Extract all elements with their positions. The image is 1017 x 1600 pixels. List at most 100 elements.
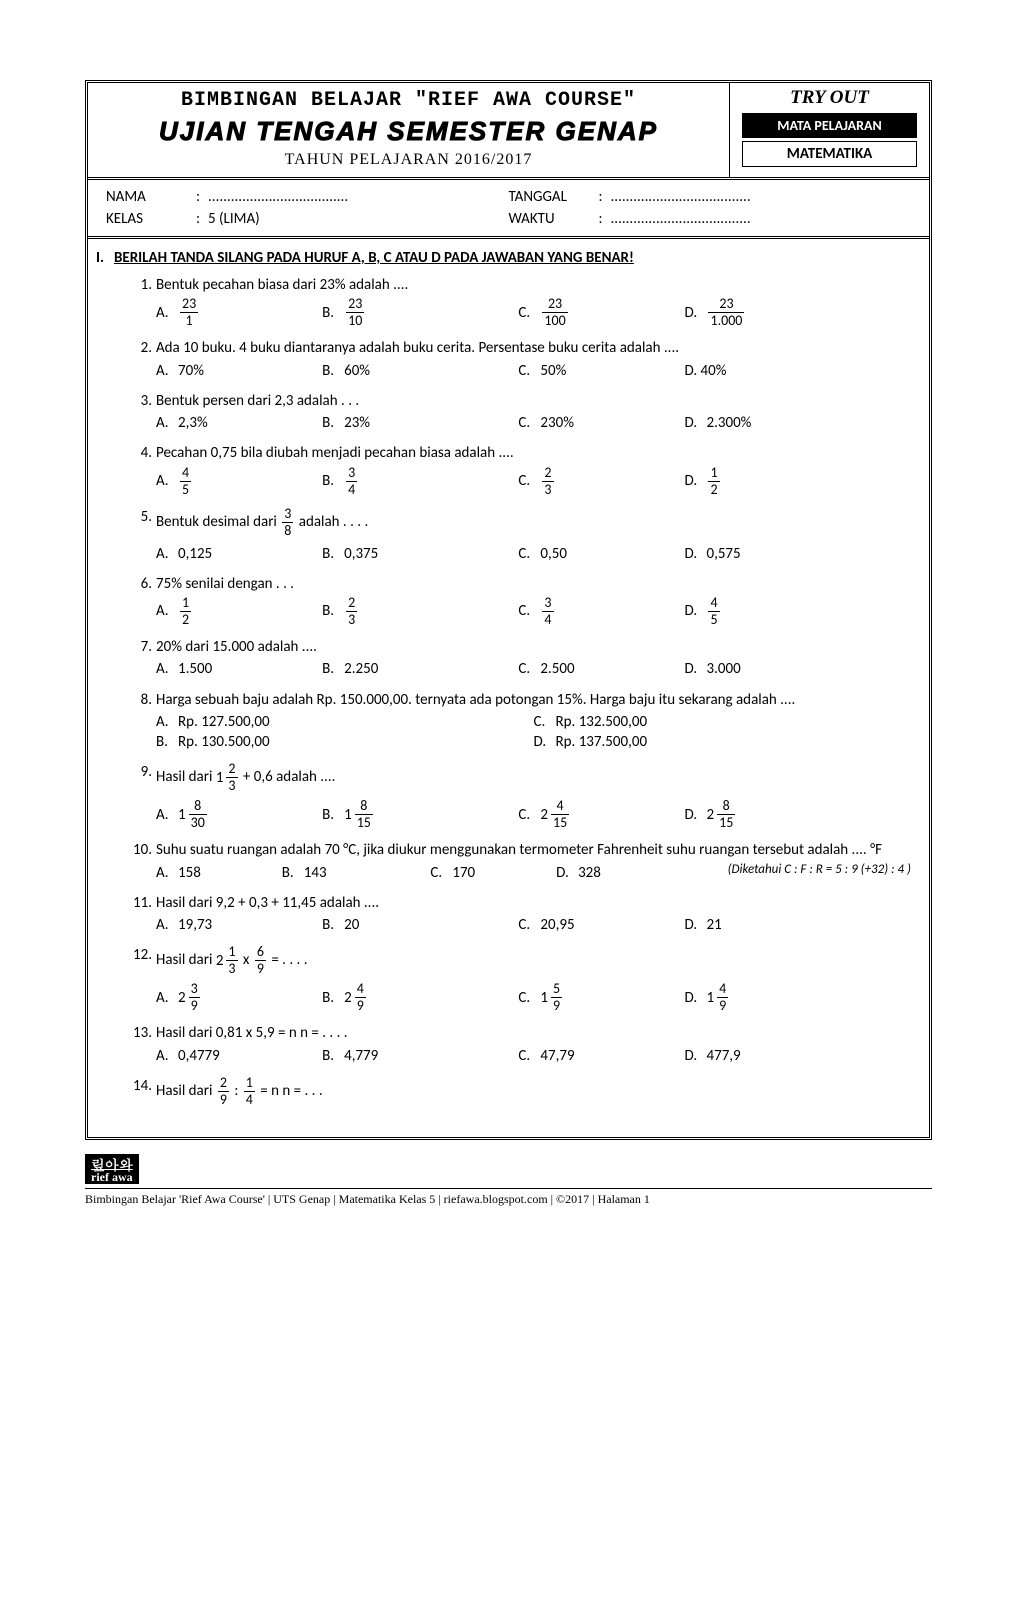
q8-options: A.Rp. 127.500,00 C.Rp. 132.500,00 B.Rp. … <box>156 712 911 753</box>
question-5: 5. Bentuk desimal dari 38 adalah . . . .… <box>156 507 911 564</box>
school-year: TAHUN PELAJARAN 2016/2017 <box>98 151 719 169</box>
content-area: I. BERILAH TANDA SILANG PADA HURUF A, B,… <box>88 239 929 1137</box>
question-3: 3. Bentuk persen dari 2,3 adalah . . . A… <box>156 391 911 434</box>
q10-note: (Diketahui C : F : R = 5 : 9 (+32) : 4 ) <box>728 861 911 879</box>
q8-opt-a[interactable]: A.Rp. 127.500,00 <box>156 712 534 732</box>
q10-opt-c[interactable]: C.170 <box>430 863 556 883</box>
kelas-label: KELAS <box>106 210 196 228</box>
q10-opt-a[interactable]: A.158 <box>156 863 282 883</box>
q8-opt-c[interactable]: C.Rp. 132.500,00 <box>534 712 912 732</box>
q11-opt-a[interactable]: A.19,73 <box>156 915 322 935</box>
waktu-value: ..................................... <box>611 210 751 228</box>
tryout-label: TRY OUT <box>736 87 923 109</box>
question-2: 2. Ada 10 buku. 4 buku diantaranya adala… <box>156 338 911 381</box>
q13-opt-a[interactable]: A.0,4779 <box>156 1046 322 1066</box>
q7-opt-d[interactable]: D.3.000 <box>684 659 911 679</box>
q9-opt-b[interactable]: B.1815 <box>322 799 518 830</box>
q8-opt-b[interactable]: B.Rp. 130.500,00 <box>156 732 534 752</box>
question-6: 6. 75% senilai dengan . . . A.12 B.23 C.… <box>156 574 911 627</box>
q1-text: Bentuk pecahan biasa dari 23% adalah ...… <box>156 275 911 295</box>
q6-opt-c[interactable]: C.34 <box>518 596 684 627</box>
q5-opt-a[interactable]: A.0,125 <box>156 544 322 564</box>
q4-opt-b[interactable]: B.34 <box>322 466 518 497</box>
question-8: 8. Harga sebuah baju adalah Rp. 150.000,… <box>156 690 911 753</box>
q14-text: Hasil dari 29 : 14 = n n = . . . <box>156 1076 911 1107</box>
q11-opt-b[interactable]: B.20 <box>322 915 518 935</box>
q9-opt-d[interactable]: D.2815 <box>684 799 911 830</box>
header-left: BIMBINGAN BELAJAR "RIEF AWA COURSE" UJIA… <box>88 83 729 177</box>
q4-options: A.45 B.34 C.23 D.12 <box>156 466 911 497</box>
q5-opt-c[interactable]: C.0,50 <box>518 544 684 564</box>
q9-opt-c[interactable]: C.2415 <box>518 799 684 830</box>
q1-opt-b[interactable]: B.2310 <box>322 297 518 328</box>
q4-opt-d[interactable]: D.12 <box>684 466 911 497</box>
q11-opt-d[interactable]: D.21 <box>684 915 911 935</box>
q12-opt-c[interactable]: C.159 <box>518 982 684 1013</box>
tanggal-label: TANGGAL <box>509 188 599 206</box>
q4-opt-c[interactable]: C.23 <box>518 466 684 497</box>
q13-text: Hasil dari 0,81 x 5,9 = n n = . . . . <box>156 1023 911 1043</box>
q2-opt-a[interactable]: A.70% <box>156 361 322 381</box>
q13-options: A.0,4779 B.4,779 C.47,79 D.477,9 <box>156 1046 911 1066</box>
q7-opt-b[interactable]: B.2.250 <box>322 659 518 679</box>
q11-options: A.19,73 B.20 C.20,95 D.21 <box>156 915 911 935</box>
q3-opt-b[interactable]: B.23% <box>322 413 518 433</box>
q13-opt-b[interactable]: B.4,779 <box>322 1046 518 1066</box>
q7-opt-c[interactable]: C.2.500 <box>518 659 684 679</box>
q6-text: 75% senilai dengan . . . <box>156 574 911 594</box>
q3-opt-c[interactable]: C.230% <box>518 413 684 433</box>
q5-opt-b[interactable]: B.0,375 <box>322 544 518 564</box>
tanggal-value: ..................................... <box>611 188 751 206</box>
q12-opt-b[interactable]: B.249 <box>322 982 518 1013</box>
q9-opt-a[interactable]: A.1830 <box>156 799 322 830</box>
q1-opt-d[interactable]: D.231.000 <box>684 297 911 328</box>
course-name: BIMBINGAN BELAJAR "RIEF AWA COURSE" <box>98 89 719 112</box>
question-12: 12. Hasil dari 213 x 69 = . . . . A.239 … <box>156 945 911 1013</box>
q10-options: A.158 B.143 C.170 D.328 <box>156 863 728 883</box>
question-14: 14. Hasil dari 29 : 14 = n n = . . . <box>156 1076 911 1107</box>
q7-opt-a[interactable]: A.1.500 <box>156 659 322 679</box>
q5-opt-d[interactable]: D.0,575 <box>684 544 911 564</box>
logo-latin: rief awa <box>91 1171 133 1183</box>
q4-text: Pecahan 0,75 bila diubah menjadi pecahan… <box>156 443 911 463</box>
kelas-value: 5 (LIMA) <box>208 210 260 228</box>
q2-opt-c[interactable]: C.50% <box>518 361 684 381</box>
q8-opt-d[interactable]: D.Rp. 137.500,00 <box>534 732 912 752</box>
q1-opt-c[interactable]: C.23100 <box>518 297 684 328</box>
q10-opt-d[interactable]: D.328 <box>556 863 727 883</box>
nama-label: NAMA <box>106 188 196 206</box>
q2-opt-d[interactable]: D.40% <box>684 361 911 381</box>
q3-opt-d[interactable]: D.2.300% <box>684 413 911 433</box>
question-4: 4. Pecahan 0,75 bila diubah menjadi peca… <box>156 443 911 496</box>
nama-value: ..................................... <box>208 188 348 206</box>
q5-options: A.0,125 B.0,375 C.0,50 D.0,575 <box>156 544 911 564</box>
info-row: NAMA : .................................… <box>88 180 929 239</box>
q11-opt-c[interactable]: C.20,95 <box>518 915 684 935</box>
q13-opt-d[interactable]: D.477,9 <box>684 1046 911 1066</box>
instruction-text: BERILAH TANDA SILANG PADA HURUF A, B, C … <box>114 249 634 267</box>
q12-opt-d[interactable]: D.149 <box>684 982 911 1013</box>
section-number: I. <box>96 249 114 275</box>
q1-opt-a[interactable]: A.231 <box>156 297 322 328</box>
question-10: 10. Suhu suatu ruangan adalah 70 °C, jik… <box>156 840 911 883</box>
q1-options: A.231 B.2310 C.23100 D.231.000 <box>156 297 911 328</box>
question-11: 11. Hasil dari 9,2 + 0,3 + 11,45 adalah … <box>156 893 911 936</box>
q6-opt-d[interactable]: D.45 <box>684 596 911 627</box>
q3-opt-a[interactable]: A.2,3% <box>156 413 322 433</box>
q10-opt-b[interactable]: B.143 <box>282 863 431 883</box>
q2-opt-b[interactable]: B.60% <box>322 361 518 381</box>
q3-text: Bentuk persen dari 2,3 adalah . . . <box>156 391 911 411</box>
q4-opt-a[interactable]: A.45 <box>156 466 322 497</box>
q2-options: A.70% B.60% C.50% D.40% <box>156 361 911 381</box>
q8-text: Harga sebuah baju adalah Rp. 150.000,00.… <box>156 690 911 710</box>
q6-opt-a[interactable]: A.12 <box>156 596 322 627</box>
q2-text: Ada 10 buku. 4 buku diantaranya adalah b… <box>156 338 911 358</box>
subject-label-box: MATA PELAJARAN <box>742 113 917 138</box>
q5-text: Bentuk desimal dari 38 adalah . . . . <box>156 507 911 538</box>
page-frame: BIMBINGAN BELAJAR "RIEF AWA COURSE" UJIA… <box>85 80 932 1140</box>
q6-opt-b[interactable]: B.23 <box>322 596 518 627</box>
q7-text: 20% dari 15.000 adalah .... <box>156 637 911 657</box>
question-9: 9. Hasil dari 123 + 0,6 adalah .... A.18… <box>156 762 911 830</box>
q13-opt-c[interactable]: C.47,79 <box>518 1046 684 1066</box>
q12-opt-a[interactable]: A.239 <box>156 982 322 1013</box>
